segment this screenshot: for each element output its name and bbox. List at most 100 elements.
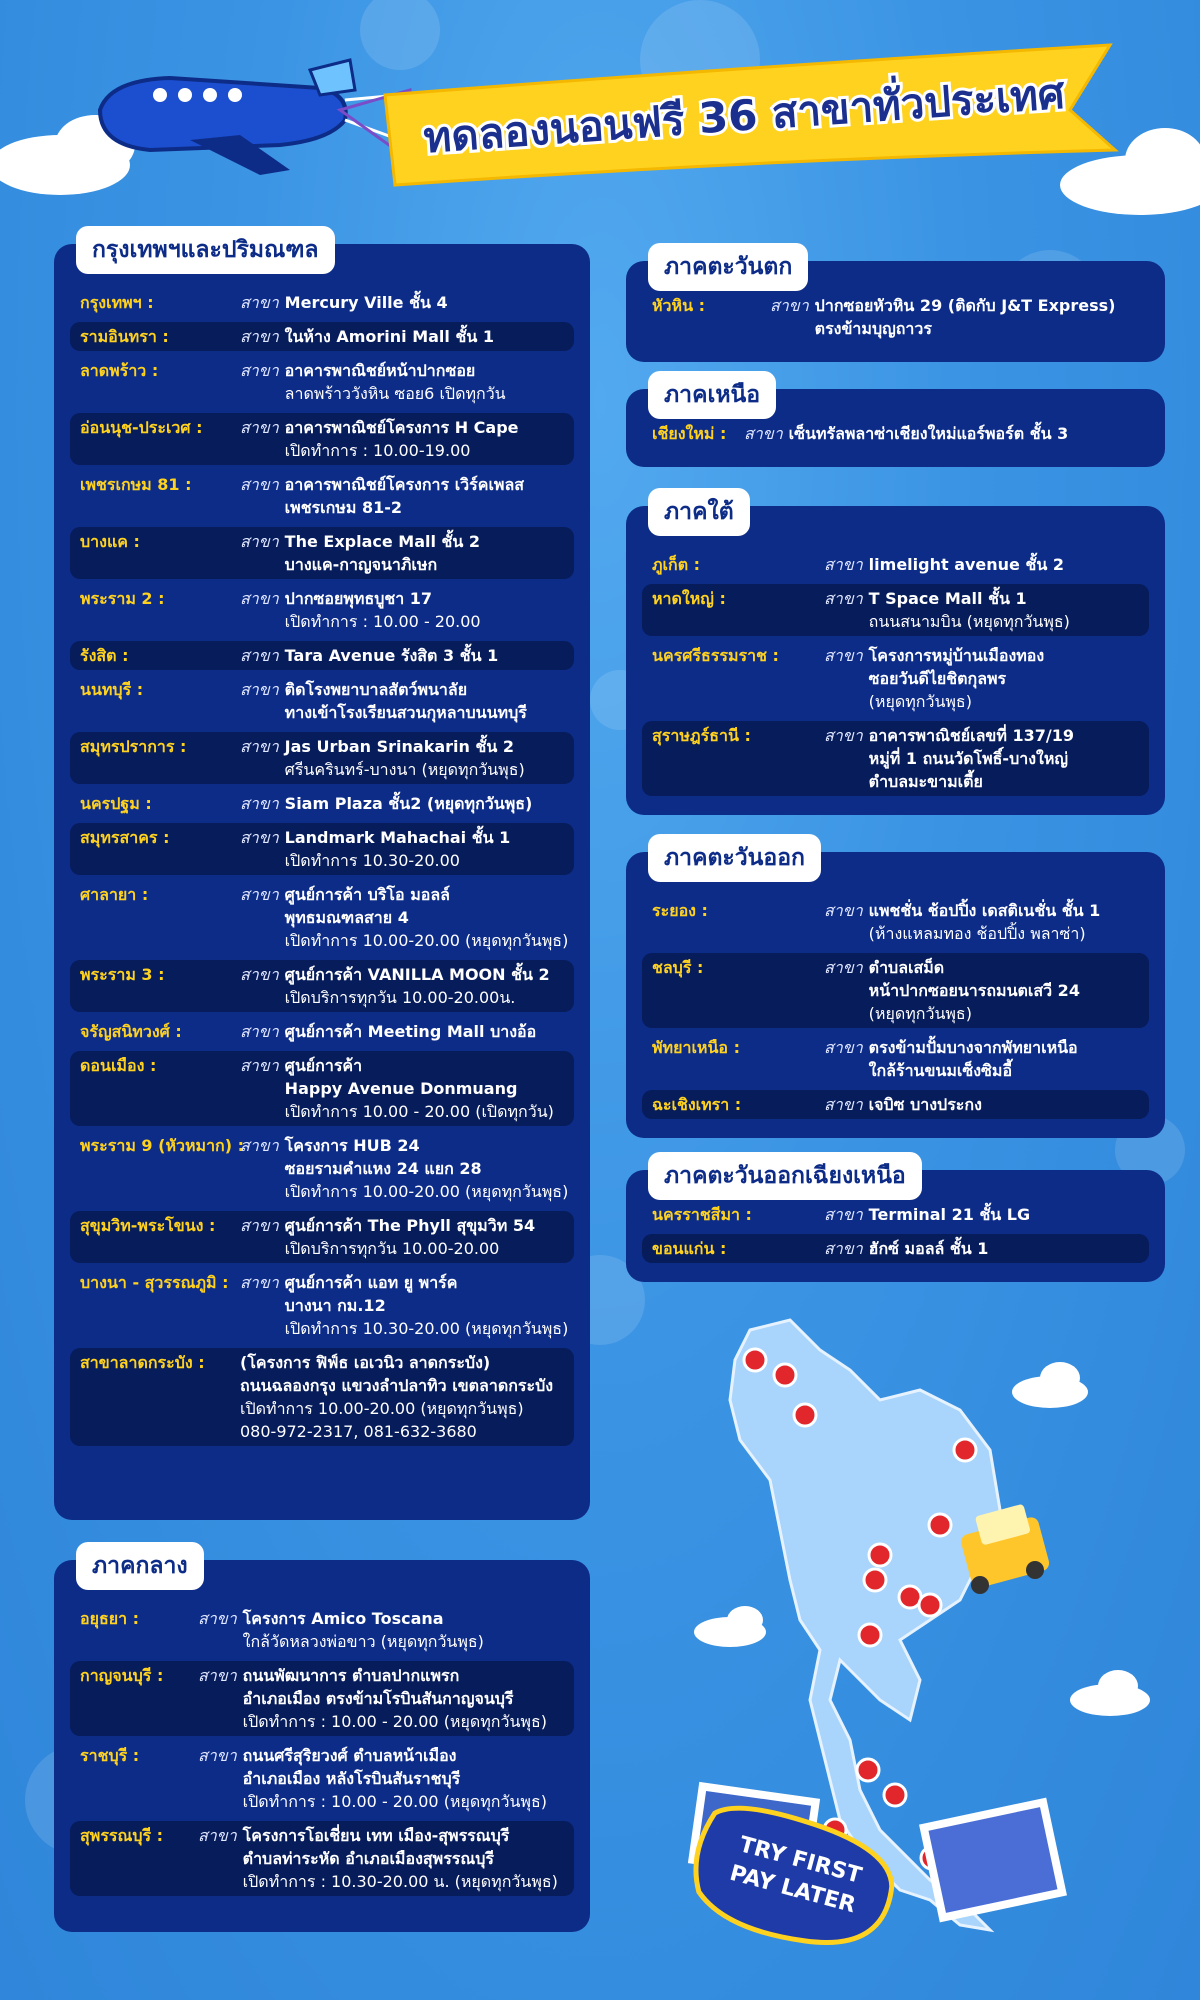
title-banner bbox=[383, 43, 1119, 187]
branch-line: เปิดทำการ 10.00-20.00 (หยุดทุกวันพุธ) bbox=[284, 1182, 569, 1201]
branch-entry: ราชบุรี : สาขา ถนนศรีสุริยวงศ์ ตำบลหน้าเมื… bbox=[70, 1741, 574, 1816]
branch-place: กาญจนบุรี : bbox=[80, 1666, 164, 1685]
branch-detail: สาขา Landmark Mahachai ชั้น 1 เปิดทำการ 10… bbox=[240, 826, 564, 872]
branch-entry: ภูเก็ต : สาขา limelight avenue ชั้น 2 bbox=[642, 550, 1149, 579]
branch-line: ลาดพร้าววังหิน ซอย6 เปิดทุกวัน bbox=[284, 384, 506, 403]
branch-prefix: สาขา bbox=[240, 965, 279, 984]
branch-detail: สาขา ศูนย์การค้า The Phyll สุขุมวิท 54 เปิ… bbox=[240, 1214, 564, 1260]
branch-place: สุราษฎร์ธานี : bbox=[652, 726, 751, 745]
branch-line: ทางเข้าโรงเรียนสวนกุหลาบนนทบุรี bbox=[284, 703, 527, 722]
branch-entry: นนทบุรี : สาขา ติดโรงพยาบาลสัตว์พนาลัย ทางเ… bbox=[70, 675, 574, 727]
branch-prefix: สาขา bbox=[198, 1609, 237, 1628]
branch-place: พัทยาเหนือ : bbox=[652, 1038, 740, 1057]
branch-prefix: สาขา bbox=[824, 1038, 863, 1057]
branch-line: Terminal 21 ชั้น LG bbox=[868, 1205, 1031, 1224]
branch-entry: เพชรเกษม 81 : สาขา อาคารพาณิชย์โครงการ เวิ… bbox=[70, 470, 574, 522]
branch-prefix: สาขา bbox=[240, 646, 279, 665]
branch-place: นนทบุรี : bbox=[80, 680, 144, 699]
branch-line: เจบิซ บางประกง bbox=[868, 1095, 982, 1114]
branch-line: limelight avenue ชั้น 2 bbox=[868, 555, 1064, 574]
section: ภาคใต้ ภูเก็ต : สาขา limelight avenue ชั้น … bbox=[626, 488, 1165, 815]
branch-detail: สาขา limelight avenue ชั้น 2 bbox=[824, 553, 1139, 576]
branch-prefix: สาขา bbox=[240, 680, 279, 699]
branch-detail: สาขา โครงการหมู่บ้านเมืองทอง ซอยวันดีไยชิต… bbox=[824, 644, 1139, 713]
branch-entry: สมุทรปราการ : สาขา Jas Urban Srinakarin ชั… bbox=[70, 732, 574, 784]
branch-entry: ระยอง : สาขา แพชชั่น ช้อปปิ้ง เดสติเนชั่น … bbox=[642, 896, 1149, 948]
branch-place: พระราม 3 : bbox=[80, 965, 165, 984]
branch-line: อาคารพาณิชย์หน้าปากซอย bbox=[284, 361, 476, 380]
branch-line: อาคารพาณิชย์เลขที่ 137/19 bbox=[868, 726, 1074, 745]
branch-place: รังสิต : bbox=[80, 646, 129, 665]
branch-entry: พระราม 9 (หัวหมาก) : สาขา โครงการ HUB 24 ซอ… bbox=[70, 1131, 574, 1206]
branch-detail: สาขา เซ็นทรัลพลาซ่าเชียงใหม่แอร์พอร์ต ชั้… bbox=[744, 422, 1139, 445]
branch-place: นครราชสีมา : bbox=[652, 1205, 752, 1224]
branch-entry: ขอนแก่น : สาขา ฮักซ์ มอลล์ ชั้น 1 bbox=[642, 1234, 1149, 1263]
branch-line: Landmark Mahachai ชั้น 1 bbox=[284, 828, 511, 847]
branch-place: สาขาลาดกระบัง : bbox=[80, 1353, 205, 1372]
branch-line: อาคารพาณิชย์โครงการ เวิร์คเพลส bbox=[284, 475, 525, 494]
section: ภาคเหนือเชียงใหม่ : สาขา เซ็นทรัลพลาซ่าเชี… bbox=[626, 371, 1165, 467]
branch-entry: สุราษฎร์ธานี : สาขา อาคารพาณิชย์เลขที่ 137… bbox=[642, 721, 1149, 796]
section-title: ภาคเหนือ bbox=[648, 371, 777, 419]
branch-place: ระยอง : bbox=[652, 901, 708, 920]
branch-line: เปิดบริการทุกวัน 10.00-20.00 bbox=[284, 1239, 500, 1258]
branch-prefix: สาขา bbox=[824, 958, 863, 977]
branch-place: รามอินทรา : bbox=[80, 327, 169, 346]
branch-place: สุพรรณบุรี : bbox=[80, 1826, 164, 1845]
branch-line: ฮักซ์ มอลล์ ชั้น 1 bbox=[868, 1239, 989, 1258]
branch-detail: สาขา ถนนพัฒนาการ ตำบลปากแพรก อำเภอเมือง ตร… bbox=[198, 1664, 564, 1733]
branch-detail: สาขา Mercury Ville ชั้น 4 bbox=[240, 291, 564, 314]
branch-place: ภูเก็ต : bbox=[652, 555, 701, 574]
branch-prefix: สาขา bbox=[824, 901, 863, 920]
branch-place: ลาดพร้าว : bbox=[80, 361, 159, 380]
branch-entry: นครราชสีมา : สาขา Terminal 21 ชั้น LG bbox=[642, 1200, 1149, 1229]
branch-prefix: สาขา bbox=[198, 1746, 237, 1765]
branch-entry: นครปฐม : สาขา Siam Plaza ชั้น2 (หยุดทุกวัน… bbox=[70, 789, 574, 818]
branch-place: เชียงใหม่ : bbox=[652, 424, 727, 443]
branch-detail: สาขา เจบิซ บางประกง bbox=[824, 1093, 1139, 1116]
branch-prefix: สาขา bbox=[240, 1273, 279, 1292]
branch-detail: สาขา ศูนย์การค้า Happy Avenue Donmuang เปิด… bbox=[240, 1054, 564, 1123]
branch-place: หัวหิน : bbox=[652, 296, 705, 315]
branch-detail: สาขา Jas Urban Srinakarin ชั้น 2 ศรีนครินท… bbox=[240, 735, 564, 781]
branch-prefix: สาขา bbox=[240, 1022, 279, 1041]
branch-line: ศูนย์การค้า bbox=[284, 1056, 363, 1075]
branch-place: บางแค : bbox=[80, 532, 140, 551]
branch-prefix: สาขา bbox=[744, 424, 783, 443]
branch-detail: สาขา โครงการ HUB 24 ซอยรามคำแหง 24 แยก 28 เ… bbox=[240, 1134, 568, 1203]
branch-entry: หัวหิน : สาขา ปากซอยหัวหิน 29 (ติดกับ J&T … bbox=[642, 291, 1149, 343]
branch-line: ใกล้วัดหลวงพ่อขาว (หยุดทุกวันพุธ) bbox=[242, 1632, 484, 1651]
branch-entry: สมุทรสาคร : สาขา Landmark Mahachai ชั้น 1 เ… bbox=[70, 823, 574, 875]
branch-prefix: สาขา bbox=[198, 1826, 237, 1845]
branch-place: กรุงเทพฯ : bbox=[80, 293, 154, 312]
branch-line: ศูนย์การค้า Meeting Mall บางอ้อ bbox=[284, 1022, 537, 1041]
badge: TRY FIRST PAY LATER bbox=[693, 1805, 895, 1945]
branch-entry: พระราม 2 : สาขา ปากซอยพุทธบูชา 17 เปิดทำการ… bbox=[70, 584, 574, 636]
branch-place: ชลบุรี : bbox=[652, 958, 704, 977]
branch-detail: สาขา ติดโรงพยาบาลสัตว์พนาลัย ทางเข้าโรงเรี… bbox=[240, 678, 564, 724]
branch-line: ศูนย์การค้า The Phyll สุขุมวิท 54 bbox=[284, 1216, 536, 1235]
branch-detail: สาขา Tara Avenue รังสิต 3 ชั้น 1 bbox=[240, 644, 564, 667]
branch-entry: หาดใหญ่ : สาขา T Space Mall ชั้น 1 ถนนสนามบ… bbox=[642, 584, 1149, 636]
branch-entry: ดอนเมือง : สาขา ศูนย์การค้า Happy Avenue Do… bbox=[70, 1051, 574, 1126]
branch-line: เปิดทำการ 10.00 - 20.00 (เปิดทุกวัน) bbox=[284, 1102, 554, 1121]
branch-entry: กรุงเทพฯ : สาขา Mercury Ville ชั้น 4 bbox=[70, 288, 574, 317]
branch-line: เซ็นทรัลพลาซ่าเชียงใหม่แอร์พอร์ต ชั้น 3 bbox=[788, 424, 1069, 443]
branch-line: ตรงข้ามปั้มบางจากพัทยาเหนือ bbox=[868, 1038, 1078, 1057]
branch-prefix: สาขา bbox=[824, 1239, 863, 1258]
section-title: กรุงเทพฯและปริมณฑล bbox=[76, 226, 335, 274]
branch-detail: สาขา ศูนย์การค้า แอท ยู พาร์ค บางนา กม.12 เ… bbox=[240, 1271, 568, 1340]
branch-detail: สาขา ศูนย์การค้า บริโอ มอลล์ พุทธมณฑลสาย 4… bbox=[240, 883, 568, 952]
section: ภาคตะวันออกเฉียงเหนือ นครราชสีมา : สาขา Ter… bbox=[626, 1152, 1165, 1282]
branch-detail: สาขา ถนนศรีสุริยวงศ์ ตำบลหน้าเมือง อำเภอเม… bbox=[198, 1744, 564, 1813]
section-title: ภาคกลาง bbox=[76, 1542, 204, 1590]
branch-place: ดอนเมือง : bbox=[80, 1056, 157, 1075]
branch-prefix: สาขา bbox=[770, 296, 809, 315]
branch-line: โครงการ Amico Toscana bbox=[242, 1609, 444, 1628]
branch-prefix: สาขา bbox=[824, 726, 863, 745]
branch-detail: สาขา ตำบลเสม็ด หน้าปากซอยนารถมนตเสวี 24 (หย… bbox=[824, 956, 1139, 1025]
branch-line: ศูนย์การค้า แอท ยู พาร์ค bbox=[284, 1273, 458, 1292]
branch-detail: สาขา ศูนย์การค้า Meeting Mall บางอ้อ bbox=[240, 1020, 564, 1043]
branch-detail: สาขา ศูนย์การค้า VANILLA MOON ชั้น 2 เปิดบ… bbox=[240, 963, 564, 1009]
branch-entry: เชียงใหม่ : สาขา เซ็นทรัลพลาซ่าเชียงใหม่แอ… bbox=[642, 419, 1149, 448]
